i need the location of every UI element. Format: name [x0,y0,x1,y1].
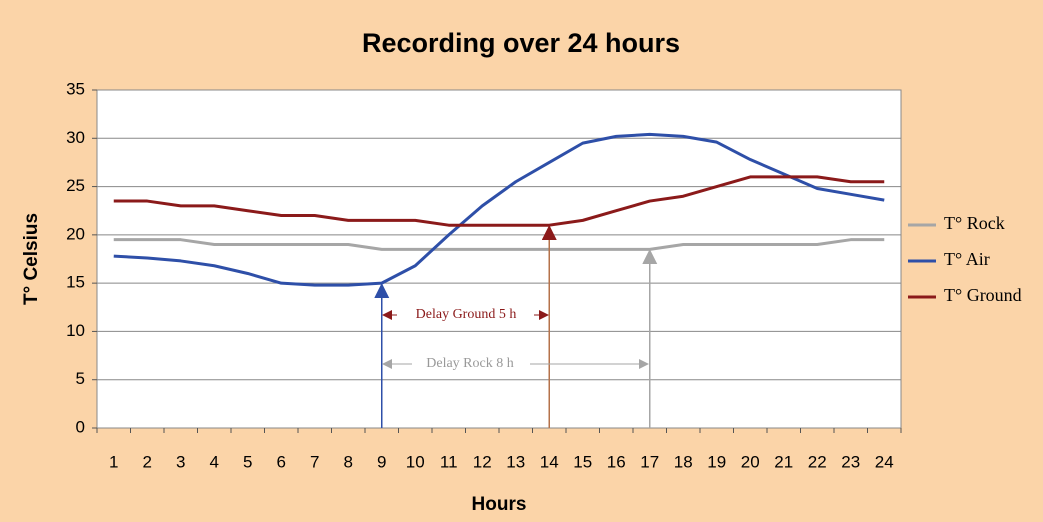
y-tick-label: 5 [76,369,85,388]
x-tick-label: 6 [277,452,286,471]
x-tick-label: 1 [109,452,118,471]
x-tick-label: 24 [875,452,894,471]
annotations: Delay Ground 5 h Delay Rock 8 h [374,225,658,428]
x-tick-label: 11 [440,452,458,471]
y-tick-label: 25 [66,176,85,195]
x-tick-label: 7 [310,452,319,471]
x-tick-label: 8 [344,452,353,471]
x-tick-label: 14 [540,452,559,471]
x-tick-label: 10 [406,452,425,471]
y-tick-label: 30 [66,128,85,147]
plot-area [97,90,901,428]
x-tick-label: 18 [674,452,693,471]
x-tick-label: 4 [210,452,219,471]
y-tick-label: 10 [66,321,85,340]
legend-label: T° Ground [944,285,1022,305]
x-tick-label: 9 [377,452,386,471]
series-line [113,238,885,251]
chart-title: Recording over 24 hours [362,28,680,58]
y-tick-label: 20 [66,224,85,243]
x-tick-label: 19 [707,452,726,471]
annotation: Delay Ground 5 h [416,307,517,322]
x-tick-label: 16 [607,452,626,471]
x-axis-label: Hours [472,494,527,515]
x-tick-label: 12 [473,452,492,471]
annotation: Delay Rock 8 h [426,356,513,371]
y-tick-label: 35 [66,79,85,98]
y-tick-label: 15 [66,273,85,292]
y-tick-label: 0 [76,417,85,436]
legend-label: T° Rock [944,213,1005,233]
series-line [113,175,885,227]
x-tick-label: 5 [243,452,252,471]
y-axis-label: T° Celsius [21,213,42,305]
x-tick-label: 23 [841,452,860,471]
x-tick-label: 13 [506,452,525,471]
x-tick-label: 22 [808,452,827,471]
legend-label: T° Air [944,249,990,269]
x-tick-label: 2 [143,452,152,471]
x-tick-label: 17 [640,452,659,471]
x-tick-label: 20 [741,452,760,471]
series-line [113,132,885,287]
x-tick-label: 3 [176,452,185,471]
x-tick-label: 15 [573,452,592,471]
x-tick-label: 21 [774,452,793,471]
